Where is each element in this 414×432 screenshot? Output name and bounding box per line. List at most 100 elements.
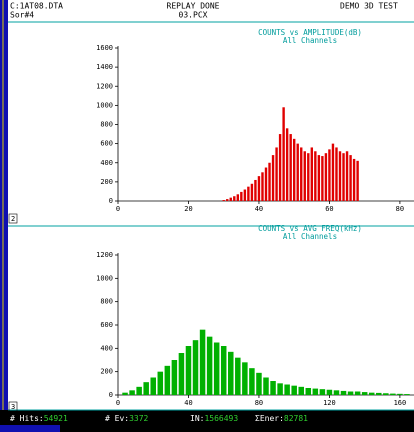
- bar: [354, 391, 361, 395]
- panel-box: [8, 401, 18, 412]
- y-tick-label: 1400: [96, 63, 113, 71]
- bar: [157, 371, 164, 395]
- y-tick-label: 0: [109, 197, 113, 205]
- bar: [235, 357, 241, 395]
- mode: DEMO 3D TEST: [340, 2, 398, 11]
- x-tick-label: 20: [184, 205, 192, 213]
- bar: [229, 197, 232, 201]
- bar: [263, 377, 269, 395]
- bar: [376, 392, 382, 395]
- header-bar: [8, 0, 414, 22]
- bar: [296, 143, 299, 201]
- bar: [397, 393, 403, 395]
- bar: [291, 385, 297, 395]
- bar: [171, 360, 178, 395]
- bar: [289, 134, 292, 201]
- left-stripe: [0, 0, 8, 410]
- chart-subtitle: All Channels: [283, 36, 337, 45]
- bar: [303, 151, 306, 201]
- bar: [404, 394, 410, 395]
- chart-title: COUNTS vs AMPLITUDE(dB): [258, 28, 362, 37]
- bar: [270, 381, 276, 395]
- source: Sor#4: [10, 11, 34, 20]
- bar: [284, 384, 290, 395]
- status: REPLAY DONE: [167, 2, 220, 11]
- bar: [314, 151, 317, 201]
- bar: [261, 172, 264, 201]
- bar: [249, 368, 255, 395]
- bar: [220, 346, 227, 395]
- bar: [185, 346, 192, 395]
- y-tick-label: 800: [100, 121, 113, 129]
- bar: [247, 186, 250, 201]
- y-tick-label: 800: [100, 298, 113, 306]
- bar: [213, 342, 220, 395]
- bar: [390, 393, 396, 395]
- status-value: 3372: [129, 414, 148, 423]
- bar: [307, 153, 310, 201]
- x-tick-label: 40: [184, 399, 192, 407]
- status-item: # Hits:54921: [10, 414, 68, 423]
- y-tick-label: 1600: [96, 44, 113, 52]
- bar: [326, 389, 333, 395]
- bar: [361, 392, 368, 395]
- image-name: 03.PCX: [179, 11, 208, 20]
- bar: [338, 151, 342, 201]
- bar: [226, 199, 229, 201]
- bar: [347, 391, 354, 395]
- y-tick-label: 400: [100, 159, 113, 167]
- bar: [383, 393, 389, 395]
- bar: [199, 329, 206, 395]
- bar: [254, 179, 257, 201]
- bar: [222, 200, 225, 201]
- bar: [305, 388, 312, 395]
- bar: [342, 153, 345, 201]
- bar: [240, 191, 243, 201]
- bar: [228, 351, 234, 395]
- y-tick-label: 1000: [96, 274, 113, 282]
- bar: [192, 340, 199, 395]
- bar: [250, 183, 254, 201]
- bar: [331, 143, 335, 201]
- bar: [243, 189, 247, 201]
- bar: [264, 167, 268, 201]
- bar: [317, 155, 321, 201]
- x-tick-label: 80: [396, 205, 404, 213]
- bar: [136, 386, 142, 395]
- y-tick-label: 400: [100, 344, 113, 352]
- bar: [324, 153, 328, 201]
- bar: [300, 147, 303, 201]
- bar: [349, 155, 352, 201]
- bar: [345, 151, 349, 201]
- x-tick-label: 120: [323, 399, 336, 407]
- y-tick-label: 600: [100, 321, 113, 329]
- bar: [271, 155, 275, 201]
- bottom-strip: [0, 425, 60, 432]
- x-tick-label: 40: [255, 205, 263, 213]
- status-value: 54921: [44, 414, 68, 423]
- bar: [278, 134, 282, 201]
- bar: [257, 176, 261, 201]
- bar: [129, 390, 135, 395]
- bar: [310, 147, 314, 201]
- bar: [242, 362, 248, 395]
- bar: [285, 128, 289, 201]
- bar: [275, 147, 278, 201]
- bar: [150, 377, 156, 395]
- y-tick-label: 1000: [96, 101, 113, 109]
- status-item: IN:1566493: [190, 414, 238, 423]
- bar: [282, 107, 285, 201]
- bar: [340, 390, 347, 395]
- y-tick-label: 600: [100, 140, 113, 148]
- status-item: # Ev:3372: [105, 414, 149, 423]
- bar: [328, 149, 331, 201]
- bar: [256, 372, 262, 395]
- panel-number: 3: [11, 403, 15, 411]
- bar: [143, 382, 149, 395]
- bar: [233, 196, 236, 201]
- x-tick-label: 0: [116, 205, 120, 213]
- chart-title: COUNTS vs AVG FREQ(kHz): [258, 224, 362, 233]
- file-name: C:1AT08.DTA: [10, 2, 63, 11]
- bar: [178, 353, 185, 395]
- bar: [122, 392, 128, 395]
